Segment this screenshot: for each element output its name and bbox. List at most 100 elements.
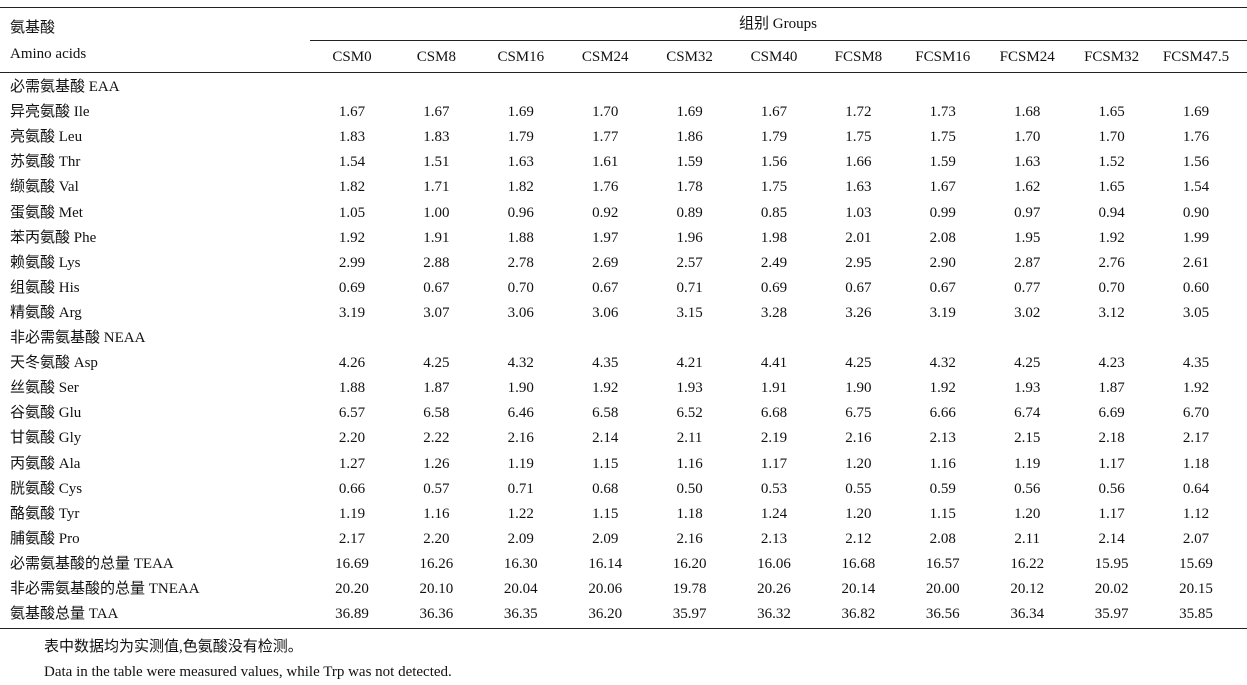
column-header: CSM16: [497, 49, 545, 65]
cell: 2.69: [592, 254, 619, 271]
cell: 2.20: [423, 530, 450, 547]
cell: 1.16: [423, 505, 450, 522]
cell: 0.89: [676, 204, 703, 221]
cell: 4.25: [1014, 355, 1041, 372]
cell: 1.75: [929, 129, 956, 146]
cell: 20.20: [335, 581, 369, 597]
cell: 0.53: [760, 480, 788, 497]
column-header: CSM32: [666, 49, 713, 65]
cell: 0.67: [592, 279, 619, 296]
cell: 20.00: [925, 581, 960, 597]
cell: 1.76: [592, 179, 619, 196]
cell: 1.70: [1014, 129, 1041, 146]
cell: 1.92: [592, 380, 619, 397]
cell: 0.67: [845, 279, 872, 296]
cell: 0.97: [1014, 204, 1041, 221]
row-label: 精氨酸 Arg: [10, 304, 82, 321]
cell: 35.97: [1094, 606, 1129, 623]
row-label: 亮氨酸 Leu: [10, 129, 83, 146]
cell: 2.18: [1098, 430, 1125, 447]
cell: 0.69: [760, 279, 788, 296]
cell: 2.16: [676, 530, 703, 547]
cell: 2.16: [507, 430, 534, 447]
cell: 16.26: [419, 555, 454, 572]
cell: 1.03: [845, 204, 872, 221]
cell: 16.22: [1010, 555, 1045, 572]
cell: 1.87: [423, 380, 450, 397]
cell: 35.85: [1179, 606, 1213, 623]
cell: 20.26: [757, 581, 791, 597]
cell: 1.67: [338, 104, 366, 121]
cell: 1.99: [1182, 229, 1210, 246]
cell: 1.82: [507, 179, 534, 196]
cell: 0.56: [1098, 480, 1125, 497]
cell: 1.79: [760, 129, 788, 146]
cell: 1.05: [338, 204, 366, 221]
cell: 1.12: [1182, 505, 1210, 522]
cell: 6.66: [929, 405, 956, 422]
cell: 3.05: [1182, 304, 1210, 321]
cell: 1.97: [592, 229, 619, 246]
cell: 6.74: [1014, 405, 1041, 422]
cell: 1.92: [1182, 380, 1210, 397]
cell: 1.83: [338, 129, 366, 146]
cell: 3.06: [507, 304, 534, 321]
cell: 0.69: [338, 279, 366, 296]
row-label: 胱氨酸 Cys: [10, 480, 83, 497]
cell: 1.83: [423, 129, 450, 146]
cell: 1.54: [338, 154, 366, 171]
cell: 20.06: [588, 581, 623, 597]
cell: 4.23: [1098, 355, 1125, 372]
cell: 0.67: [929, 279, 956, 296]
note: 表中数据均为实测值,色氨酸没有检测。: [44, 639, 303, 655]
cell: 3.02: [1014, 304, 1041, 321]
cell: 3.19: [338, 304, 366, 321]
cell: 1.68: [1014, 104, 1041, 121]
cell: 3.12: [1098, 304, 1125, 321]
cell: 1.72: [845, 104, 872, 121]
cell: 20.12: [1010, 581, 1045, 597]
row-label-header: 氨基酸: [10, 20, 56, 36]
cell: 2.13: [760, 530, 788, 547]
cell: 2.22: [423, 430, 450, 447]
cell: 1.16: [676, 455, 703, 472]
cell: 1.92: [1098, 229, 1125, 246]
cell: 1.17: [1098, 455, 1125, 472]
row-label: 必需氨基酸的总量 TEAA: [10, 555, 174, 572]
cell: 6.69: [1098, 405, 1125, 422]
cell: 2.14: [1098, 530, 1125, 547]
cell: 0.71: [676, 279, 703, 296]
bottom-rule: [0, 628, 1247, 629]
cell: 2.13: [929, 430, 956, 447]
column-header: CSM0: [332, 49, 372, 65]
cell: 1.96: [676, 229, 703, 246]
cell: 1.76: [1182, 129, 1210, 146]
cell: 1.54: [1182, 179, 1210, 196]
cell: 1.63: [507, 154, 534, 171]
cell: 1.15: [592, 505, 619, 522]
cell: 1.24: [760, 505, 788, 522]
cell: 2.90: [929, 254, 956, 271]
cell: 1.15: [592, 455, 619, 472]
cell: 2.08: [929, 530, 956, 547]
row-label: 非必需氨基酸的总量 TNEAA: [10, 581, 200, 597]
cell: 0.96: [507, 204, 534, 221]
cell: 2.17: [338, 530, 366, 547]
cell: 3.15: [676, 304, 703, 321]
header-rule: [0, 72, 1247, 73]
cell: 0.70: [1098, 279, 1125, 296]
cell: 1.17: [760, 455, 788, 472]
cell: 6.68: [760, 405, 788, 422]
column-header: CSM8: [416, 49, 456, 65]
cell: 0.57: [423, 480, 450, 497]
cell: 2.17: [1182, 430, 1210, 447]
cell: 36.56: [925, 606, 960, 623]
cell: 4.35: [1182, 355, 1210, 372]
cell: 0.94: [1098, 204, 1125, 221]
cell: 1.73: [929, 104, 956, 121]
cell: 2.76: [1098, 254, 1125, 271]
column-header: FCSM32: [1084, 49, 1140, 65]
cell: 1.16: [929, 455, 956, 472]
column-header: CSM40: [750, 49, 798, 65]
